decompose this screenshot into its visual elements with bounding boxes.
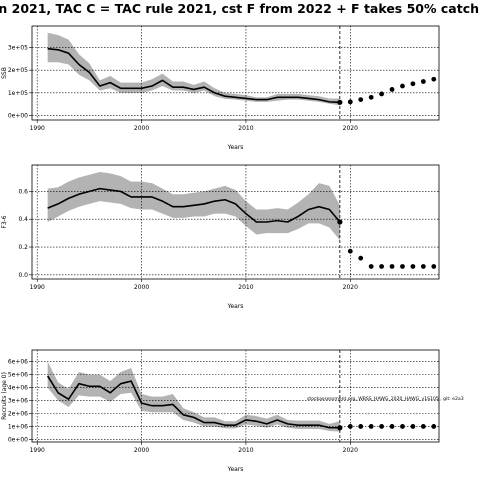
y-axis-label: SSB <box>1 67 8 79</box>
x-tick-label: 2000 <box>134 125 149 132</box>
x-tick-label: 1990 <box>30 284 45 291</box>
x-tick-label: 2000 <box>134 447 149 454</box>
forecast-point <box>358 424 364 429</box>
y-axis-label: F3-6 <box>1 215 8 228</box>
x-tick-label: 2000 <box>134 284 149 291</box>
forecast-point <box>347 424 353 429</box>
last-estimate-point <box>337 425 343 431</box>
forecast-point <box>389 424 395 429</box>
y-tick-label: 1e+06 <box>8 423 28 430</box>
panel-recruits: 1990 2000 2010 2020 0e+00 1e+06 2e+06 3e+06 4e+0… <box>1 349 464 473</box>
estimate-line <box>47 47 340 104</box>
forecast-point <box>368 424 374 429</box>
forecast-point <box>410 424 416 429</box>
confidence-band <box>47 361 340 432</box>
forecast-point <box>379 424 385 429</box>
estimate-line <box>47 187 341 223</box>
y-tick-label: 5e+06 <box>8 372 28 379</box>
y-tick-label: 1e+05 <box>8 90 28 97</box>
x-tick-label: 2020 <box>343 125 358 132</box>
forecast-point <box>389 264 395 269</box>
y-tick-label: 2e+05 <box>8 67 28 74</box>
chart-title: 75 in 2021, TAC C = TAC rule 2021, cst F… <box>0 1 479 16</box>
last-estimate-point <box>337 99 343 105</box>
x-axis-label: Years <box>227 303 244 310</box>
forecast-point <box>347 99 353 105</box>
panel-fishing-mortality: 1990 2000 2010 2020 0.0 0.2 0.4 0.6 Years F3-6 <box>1 164 440 310</box>
y-tick-label: 3e+05 <box>8 45 28 52</box>
confidence-band <box>47 32 340 106</box>
y-tick-label: 0.6 <box>18 188 28 195</box>
x-axis-label: Years <box>227 144 244 151</box>
x-tick-label: 2020 <box>343 284 358 291</box>
last-estimate-point <box>337 219 343 225</box>
forecast-point <box>347 248 353 254</box>
y-tick-label: 0.4 <box>18 216 28 223</box>
y-tick-label: 0.2 <box>18 244 28 251</box>
y-tick-label: 0.0 <box>18 272 28 279</box>
forecast-point <box>431 76 437 82</box>
forecast-point <box>410 264 416 269</box>
forecast-point <box>368 264 374 269</box>
forecast-point <box>358 97 364 103</box>
forecast-point <box>431 264 437 269</box>
forecast-point <box>379 91 385 97</box>
x-tick-label: 2020 <box>343 447 358 454</box>
forecast-point <box>400 264 405 269</box>
x-tick-label: 2010 <box>238 284 253 291</box>
panel-ssb: 1990 2000 2010 2020 0e+00 1e+05 2e+05 3e+05 Year… <box>1 25 440 151</box>
estimate-line <box>46 375 340 429</box>
forecast-point <box>379 264 385 269</box>
y-tick-label: 6e+06 <box>8 359 28 366</box>
y-tick-label: 2e+06 <box>8 410 28 417</box>
y-axis-label: Recruits (age 0) <box>1 372 8 420</box>
forecast-point <box>400 83 405 89</box>
forecast-point <box>389 87 395 92</box>
page-title: 75 in 2021, TAC C = TAC rule 2021, cst F… <box>0 0 480 18</box>
forecast-point <box>400 424 405 429</box>
plot-frame <box>31 164 440 280</box>
x-axis-label: Years <box>227 466 244 473</box>
forecast-point <box>420 264 426 269</box>
y-tick-label: 4e+06 <box>8 385 28 392</box>
forecast-point <box>358 255 364 261</box>
forecast-point <box>420 79 426 84</box>
x-tick-label: 2010 <box>238 447 253 454</box>
source-annotation: stockassessment.org, WBSS_HAWG_2020_HAWG… <box>307 396 464 402</box>
y-tick-label: 0e+00 <box>8 112 28 119</box>
forecast-point <box>368 94 374 100</box>
x-tick-label: 1990 <box>30 447 45 454</box>
forecast-point <box>431 424 437 429</box>
y-tick-label: 0e+00 <box>8 436 28 443</box>
plot-frame <box>31 349 440 443</box>
x-tick-label: 2010 <box>238 125 253 132</box>
x-tick-label: 1990 <box>30 125 45 132</box>
y-tick-label: 3e+06 <box>8 398 28 405</box>
forecast-point <box>420 424 426 429</box>
plot-frame <box>31 25 440 121</box>
forecast-point <box>410 81 416 87</box>
